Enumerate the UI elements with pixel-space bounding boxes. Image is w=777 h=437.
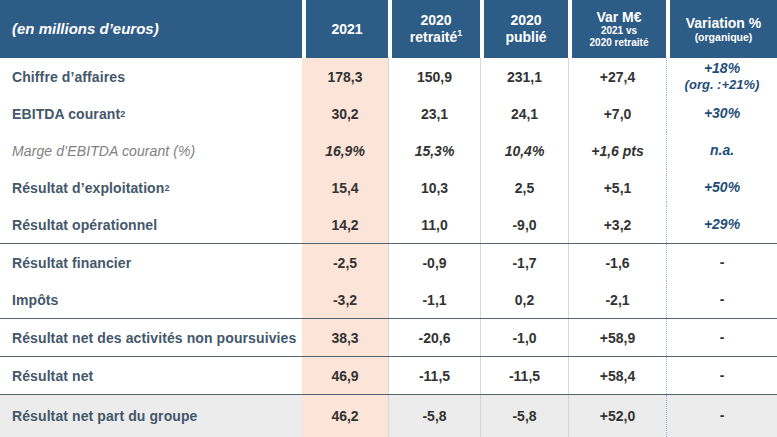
cell-variation: +50% xyxy=(666,169,777,206)
cell-2021: 30,2 xyxy=(302,95,388,132)
header-2020p-line1: 2020 xyxy=(510,12,541,29)
cell-2020-publie: -1,0 xyxy=(480,319,568,356)
cell-2020-retraite: 150,9 xyxy=(388,58,480,95)
table-row: Impôts -3,2 -1,1 0,2 -2,1 - xyxy=(0,281,777,319)
cell-var: +1,6 pts xyxy=(568,132,666,169)
cell-2020-publie: -9,0 xyxy=(480,206,568,243)
table-row: Résultat net 46,9 -11,5 -11,5 +58,4 - xyxy=(0,357,777,395)
cell-2021: -3,2 xyxy=(302,281,388,318)
cell-2020-retraite: -1,1 xyxy=(388,281,480,318)
cell-2021: 16,9% xyxy=(302,132,388,169)
row-label: Marge d’EBITDA courant (%) xyxy=(0,132,302,169)
cell-2020-publie: 231,1 xyxy=(480,58,568,95)
header-unit-label: (en millions d’euros) xyxy=(0,0,302,58)
cell-variation-organic: (org. :+21%) xyxy=(685,77,760,93)
table-row-total: Résultat net part du groupe 46,2 -5,8 -5… xyxy=(0,395,777,437)
cell-var: +27,4 xyxy=(568,58,666,95)
cell-variation: - xyxy=(666,281,777,318)
table-row: Résultat opérationnel 14,2 11,0 -9,0 +3,… xyxy=(0,206,777,244)
cell-2021: 46,2 xyxy=(302,395,388,437)
cell-variation: - xyxy=(666,395,777,437)
cell-2021: -2,5 xyxy=(302,244,388,281)
cell-variation: - xyxy=(666,357,777,394)
cell-variation: +30% xyxy=(666,95,777,132)
row-label: Résultat financier xyxy=(0,244,302,281)
cell-variation: n.a. xyxy=(666,132,777,169)
cell-var: -1,6 xyxy=(568,244,666,281)
header-2020r-line2: retraité1 xyxy=(410,29,462,46)
table-row: EBITDA courant2 30,2 23,1 24,1 +7,0 +30% xyxy=(0,95,777,132)
header-col-2021: 2021 xyxy=(302,0,388,58)
table-row: Résultat financier -2,5 -0,9 -1,7 -1,6 - xyxy=(0,244,777,281)
cell-variation: +29% xyxy=(666,206,777,243)
row-label: EBITDA courant2 xyxy=(0,95,302,132)
cell-var: +52,0 xyxy=(568,395,666,437)
cell-2020-publie: -5,8 xyxy=(480,395,568,437)
header-2020p-line2: publié xyxy=(505,29,546,46)
header-2020r-line1: 2020 xyxy=(420,12,451,29)
row-label: Résultat net des activités non poursuivi… xyxy=(0,319,302,356)
cell-2020-publie: 24,1 xyxy=(480,95,568,132)
cell-2021: 46,9 xyxy=(302,357,388,394)
header-variation-line1: Variation % xyxy=(686,15,761,32)
cell-2020-retraite: 15,3% xyxy=(388,132,480,169)
header-var-line3: 2020 retraité xyxy=(590,37,649,49)
row-label: Résultat net xyxy=(0,357,302,394)
table-header: (en millions d’euros) 2021 2020 retraité… xyxy=(0,0,777,58)
header-col-variation: Variation % (organique) xyxy=(666,0,777,58)
row-label: Résultat opérationnel xyxy=(0,206,302,243)
cell-2020-publie: 2,5 xyxy=(480,169,568,206)
table-row: Résultat net des activités non poursuivi… xyxy=(0,319,777,357)
cell-variation: +18% (org. :+21%) xyxy=(666,58,777,95)
cell-2020-publie: -11,5 xyxy=(480,357,568,394)
header-col-var: Var M€ 2021 vs 2020 retraité xyxy=(568,0,666,58)
cell-2021: 15,4 xyxy=(302,169,388,206)
cell-2020-retraite: -5,8 xyxy=(388,395,480,437)
cell-var: +58,9 xyxy=(568,319,666,356)
financial-results-table: (en millions d’euros) 2021 2020 retraité… xyxy=(0,0,777,437)
cell-var: -2,1 xyxy=(568,281,666,318)
table-row: Résultat d’exploitation2 15,4 10,3 2,5 +… xyxy=(0,169,777,206)
cell-2020-retraite: -0,9 xyxy=(388,244,480,281)
cell-2020-publie: -1,7 xyxy=(480,244,568,281)
table-row: Chiffre d’affaires 178,3 150,9 231,1 +27… xyxy=(0,58,777,95)
footnote-1-marker: 1 xyxy=(457,28,462,38)
row-label: Résultat d’exploitation2 xyxy=(0,169,302,206)
cell-variation: - xyxy=(666,244,777,281)
cell-2020-publie: 10,4% xyxy=(480,132,568,169)
header-variation-line2: (organique) xyxy=(695,31,753,43)
cell-2021: 14,2 xyxy=(302,206,388,243)
header-col-2020-publie: 2020 publié xyxy=(480,0,568,58)
cell-2020-retraite: 10,3 xyxy=(388,169,480,206)
row-label: Impôts xyxy=(0,281,302,318)
cell-var: +7,0 xyxy=(568,95,666,132)
cell-2020-publie: 0,2 xyxy=(480,281,568,318)
header-var-line2: 2021 vs xyxy=(601,25,637,37)
cell-2020-retraite: -11,5 xyxy=(388,357,480,394)
cell-2021: 38,3 xyxy=(302,319,388,356)
cell-2020-retraite: 11,0 xyxy=(388,206,480,243)
cell-var: +5,1 xyxy=(568,169,666,206)
cell-var: +3,2 xyxy=(568,206,666,243)
row-label: Chiffre d’affaires xyxy=(0,58,302,95)
cell-2020-retraite: 23,1 xyxy=(388,95,480,132)
header-col-2020-retraite: 2020 retraité1 xyxy=(388,0,480,58)
table-row: Marge d’EBITDA courant (%) 16,9% 15,3% 1… xyxy=(0,132,777,169)
cell-var: +58,4 xyxy=(568,357,666,394)
cell-2020-retraite: -20,6 xyxy=(388,319,480,356)
row-label: Résultat net part du groupe xyxy=(0,395,302,437)
cell-variation: - xyxy=(666,319,777,356)
header-var-line1: Var M€ xyxy=(596,9,641,26)
cell-2021: 178,3 xyxy=(302,58,388,95)
